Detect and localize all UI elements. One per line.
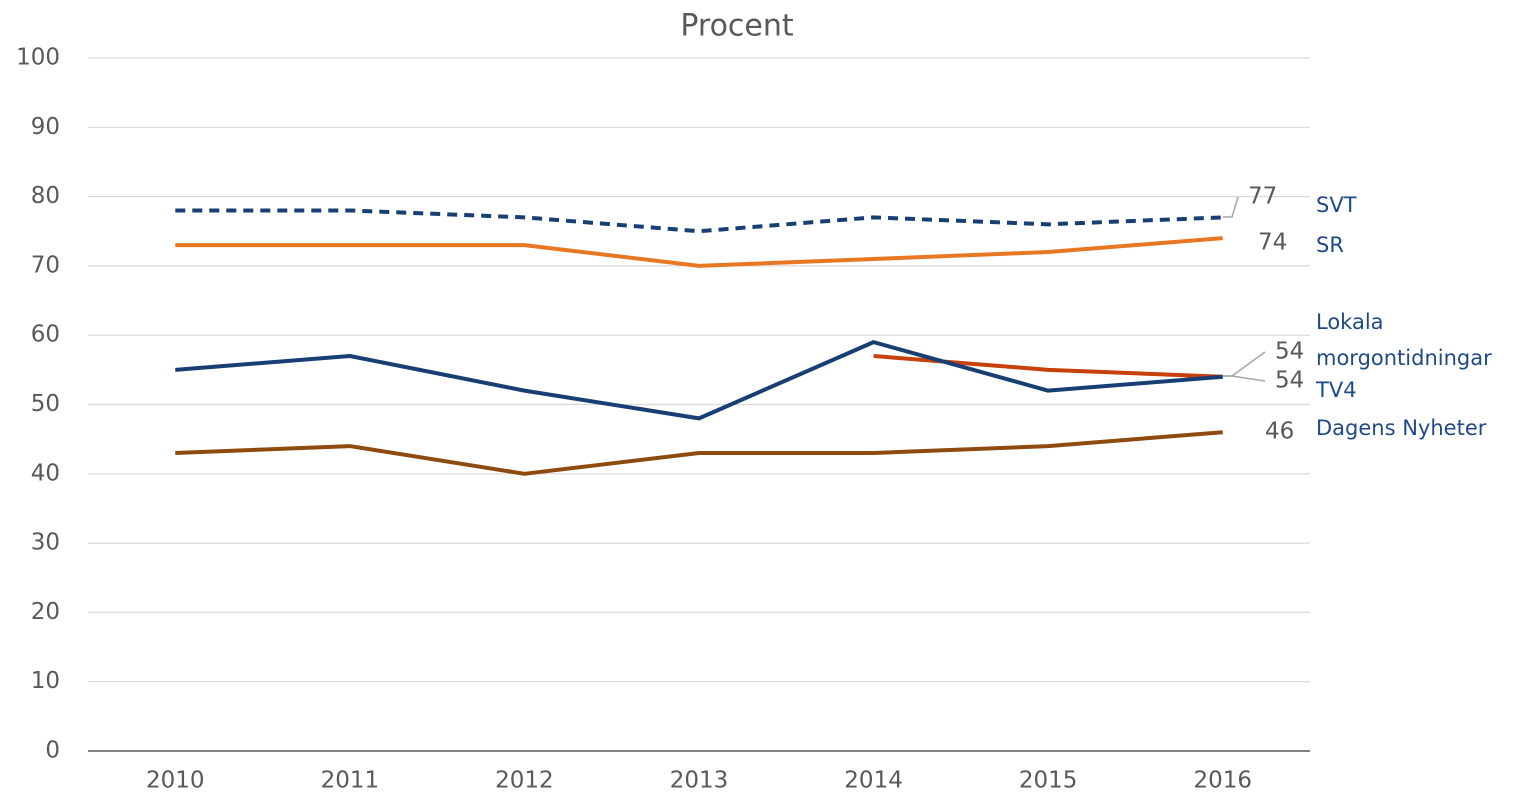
y-tick-label: 90 bbox=[31, 114, 60, 140]
y-tick-label: 100 bbox=[16, 45, 60, 71]
y-tick-label: 80 bbox=[31, 183, 60, 209]
y-tick-label: 50 bbox=[31, 391, 60, 417]
legend-label: TV4 bbox=[1316, 378, 1357, 402]
data-label: 74 bbox=[1258, 230, 1287, 256]
x-tick-label: 2012 bbox=[495, 768, 554, 794]
line-series bbox=[175, 430, 1223, 476]
data-label: 77 bbox=[1248, 184, 1277, 210]
x-tick-label: 2010 bbox=[146, 768, 205, 794]
data-label: 54 bbox=[1275, 368, 1304, 394]
y-tick-label: 0 bbox=[45, 738, 60, 764]
x-tick-label: 2014 bbox=[844, 768, 903, 794]
leader-line bbox=[1222, 196, 1239, 218]
y-tick-label: 20 bbox=[31, 599, 60, 625]
x-tick-label: 2011 bbox=[321, 768, 380, 794]
legend-label: SVT bbox=[1316, 193, 1357, 217]
x-tick-label: 2015 bbox=[1019, 768, 1078, 794]
legend-label: SR bbox=[1316, 233, 1344, 257]
y-tick-label: 60 bbox=[31, 322, 60, 348]
y-tick-label: 30 bbox=[31, 530, 60, 556]
data-label: 46 bbox=[1265, 419, 1294, 445]
y-tick-label: 40 bbox=[31, 460, 60, 486]
line-series bbox=[175, 340, 1223, 421]
line-series bbox=[175, 208, 1223, 234]
leader-line bbox=[1222, 351, 1266, 377]
leader-line bbox=[1222, 375, 1266, 382]
line-series bbox=[873, 353, 1223, 379]
legend-label: Lokala morgontidningar bbox=[1316, 310, 1492, 370]
y-tick-label: 70 bbox=[31, 252, 60, 278]
chart-title: Procent bbox=[680, 9, 794, 44]
x-tick-label: 2016 bbox=[1193, 768, 1252, 794]
line-series bbox=[175, 236, 1223, 268]
data-label: 54 bbox=[1275, 339, 1304, 365]
y-tick-label: 10 bbox=[31, 668, 60, 694]
legend-label: Dagens Nyheter bbox=[1316, 416, 1487, 440]
x-tick-label: 2013 bbox=[670, 768, 729, 794]
